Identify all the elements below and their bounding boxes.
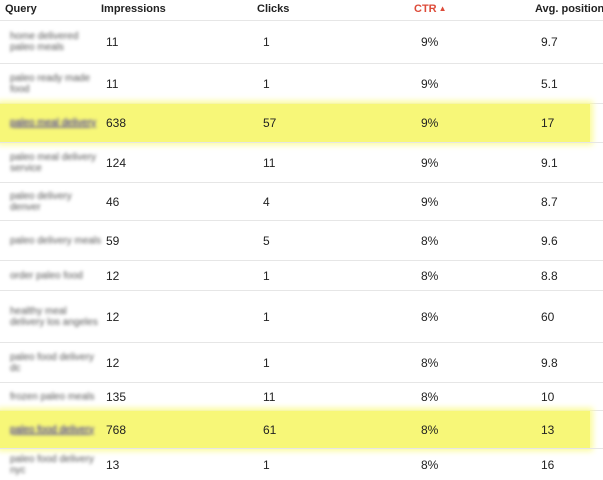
column-header-ctr[interactable]: CTR ▲ — [414, 3, 447, 15]
avg-position-cell: 9.6 — [541, 233, 558, 248]
clicks-cell: 61 — [263, 422, 277, 437]
column-header-impressions[interactable]: Impressions — [101, 3, 166, 15]
ctr-cell: 9% — [421, 155, 439, 170]
table-row: paleo food delivery 768 61 8% 13 — [0, 410, 603, 448]
clicks-cell: 5 — [263, 233, 270, 248]
table-row: paleo ready made food 11 1 9% 5.1 — [0, 63, 603, 103]
ctr-cell: 8% — [421, 355, 439, 370]
avg-position-cell: 60 — [541, 309, 555, 324]
table-row: paleo delivery meals 59 5 8% 9.6 — [0, 220, 603, 260]
table-row: frozen paleo meals 135 11 8% 10 — [0, 382, 603, 410]
ctr-cell: 9% — [421, 194, 439, 209]
avg-position-cell: 8.7 — [541, 194, 558, 209]
table-row: order paleo food 12 1 8% 8.8 — [0, 260, 603, 290]
column-header-ctr-label: CTR — [414, 3, 437, 15]
ctr-cell: 8% — [421, 457, 439, 472]
impressions-cell: 12 — [106, 355, 120, 370]
impressions-cell: 11 — [106, 76, 119, 91]
query-cell[interactable]: order paleo food — [10, 270, 83, 281]
impressions-cell: 135 — [106, 389, 127, 404]
impressions-cell: 638 — [106, 116, 127, 130]
clicks-cell: 1 — [263, 76, 270, 91]
ctr-cell: 8% — [421, 309, 439, 324]
ctr-cell: 9% — [421, 35, 439, 49]
table-row: paleo food delivery nyc 13 1 8% 16 — [0, 448, 603, 480]
avg-position-cell: 16 — [541, 457, 555, 472]
clicks-cell: 1 — [263, 355, 270, 370]
impressions-cell: 124 — [106, 155, 127, 170]
avg-position-cell: 13 — [541, 422, 555, 437]
impressions-cell: 768 — [106, 422, 127, 437]
clicks-cell: 11 — [263, 389, 276, 404]
avg-position-cell: 5.1 — [541, 76, 558, 91]
clicks-cell: 1 — [263, 457, 270, 472]
avg-position-cell: 17 — [541, 116, 555, 130]
query-cell[interactable]: home delivered paleo meals — [10, 31, 79, 53]
query-cell[interactable]: paleo meal delivery — [10, 117, 97, 129]
clicks-cell: 4 — [263, 194, 270, 209]
impressions-cell: 12 — [106, 268, 120, 283]
ctr-cell: 8% — [421, 422, 439, 437]
ctr-cell: 8% — [421, 389, 439, 404]
impressions-cell: 12 — [106, 309, 120, 324]
clicks-cell: 1 — [263, 268, 270, 283]
column-header-avg-position[interactable]: Avg. position — [535, 3, 603, 15]
avg-position-cell: 9.7 — [541, 35, 558, 49]
query-cell[interactable]: paleo delivery denver — [10, 190, 72, 213]
query-cell[interactable]: paleo ready made food — [10, 72, 91, 95]
avg-position-cell: 8.8 — [541, 268, 558, 283]
ctr-cell: 9% — [421, 116, 439, 130]
table-row: healthy meal delivery los angeles 12 1 8% 60 — [0, 290, 603, 342]
query-cell[interactable]: paleo food delivery nyc — [10, 453, 94, 476]
query-cell[interactable]: paleo food delivery — [10, 424, 94, 435]
clicks-cell: 57 — [263, 116, 277, 130]
query-cell[interactable]: paleo meal delivery service — [10, 151, 97, 174]
clicks-cell: 1 — [263, 309, 270, 324]
column-header-clicks[interactable]: Clicks — [257, 3, 290, 15]
row-highlight — [0, 104, 590, 142]
ctr-cell: 9% — [421, 76, 439, 91]
impressions-cell: 13 — [106, 457, 120, 472]
query-cell[interactable]: paleo food delivery dc — [10, 351, 94, 374]
clicks-cell: 1 — [263, 35, 270, 49]
column-header-query[interactable]: Query — [5, 3, 37, 15]
query-cell[interactable]: frozen paleo meals — [10, 391, 95, 402]
impressions-cell: 11 — [106, 35, 119, 49]
query-cell[interactable]: healthy meal delivery los angeles — [10, 305, 98, 328]
table-row: paleo delivery denver 46 4 9% 8.7 — [0, 182, 603, 220]
row-highlight — [0, 411, 590, 448]
table-row: paleo food delivery dc 12 1 8% 9.8 — [0, 342, 603, 382]
sort-ascending-icon: ▲ — [438, 4, 447, 13]
table-header: Query Impressions Clicks CTR ▲ Avg. posit… — [0, 0, 603, 20]
ctr-cell: 8% — [421, 268, 439, 283]
clicks-cell: 11 — [263, 155, 276, 170]
avg-position-cell: 9.1 — [541, 155, 558, 170]
query-cell[interactable]: paleo delivery meals — [10, 235, 102, 246]
table-row: paleo meal delivery 638 57 9% 17 — [0, 103, 603, 142]
impressions-cell: 46 — [106, 194, 120, 209]
avg-position-cell: 10 — [541, 389, 555, 404]
impressions-cell: 59 — [106, 233, 120, 248]
table-row: paleo meal delivery service 124 11 9% 9.1 — [0, 142, 603, 182]
ctr-cell: 8% — [421, 233, 439, 248]
avg-position-cell: 9.8 — [541, 355, 558, 370]
table-row: home delivered paleo meals 11 1 9% 9.7 — [0, 20, 603, 63]
